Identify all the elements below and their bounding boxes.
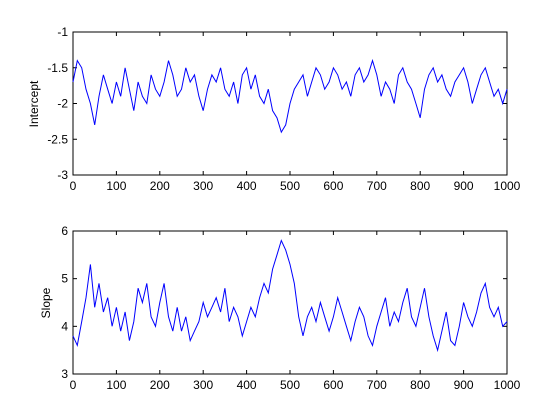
slope-x-tick-label: 900 bbox=[454, 378, 474, 392]
intercept-panel: 0 100 200 300 400 500 600 700 800 900 1000 -3-2.5-… bbox=[27, 25, 521, 193]
intercept-x-tick-label: 400 bbox=[237, 179, 257, 193]
intercept-x-tick-label: 900 bbox=[454, 179, 474, 193]
slope-y-tick-label: 6 bbox=[61, 224, 68, 238]
intercept-x-tick-label: 200 bbox=[150, 179, 170, 193]
slope-trace-line bbox=[72, 239, 508, 353]
intercept-x-tick-label: 100 bbox=[106, 179, 126, 193]
slope-x-tick-label: 300 bbox=[193, 378, 213, 392]
intercept-x-tick-label: 600 bbox=[323, 179, 343, 193]
slope-x-tick-label: 500 bbox=[280, 378, 300, 392]
intercept-y-tick-label: -1 bbox=[57, 25, 68, 39]
slope-y-axis: 3 4 5 6 bbox=[61, 224, 507, 381]
slope-y-axis-label: Slope bbox=[39, 287, 53, 318]
intercept-y-tick-label: -2 bbox=[57, 97, 68, 111]
slope-x-tick-label: 100 bbox=[106, 378, 126, 392]
slope-x-tick-label: 1000 bbox=[494, 378, 521, 392]
intercept-x-axis: 0 100 200 300 400 500 600 700 800 900 1000 bbox=[70, 32, 521, 193]
slope-x-tick-label: 0 bbox=[70, 378, 77, 392]
slope-y-tick-label: 5 bbox=[61, 272, 68, 286]
intercept-x-tick-label: 700 bbox=[367, 179, 387, 193]
slope-x-tick-label: 400 bbox=[237, 378, 257, 392]
intercept-y-axis: -3 -2.5 -2 -1.5 -1 bbox=[47, 25, 507, 182]
slope-x-tick-label: 600 bbox=[323, 378, 343, 392]
intercept-x-tick-label: 800 bbox=[410, 179, 430, 193]
slope-y-tick-label: 4 bbox=[61, 319, 68, 333]
slope-x-axis: 0 100 200 300 400 500 600 700 800 900 1000 bbox=[70, 231, 521, 392]
slope-x-tick-label: 700 bbox=[367, 378, 387, 392]
intercept-y-tick-label: -2.5 bbox=[47, 132, 68, 146]
slope-x-tick-label: 200 bbox=[150, 378, 170, 392]
intercept-trace-line bbox=[72, 58, 508, 134]
intercept-y-axis-label: Intercept bbox=[27, 80, 41, 127]
slope-panel: 0 100 200 300 400 500 600 700 800 900 1000 3 4 5 6 Sl… bbox=[39, 224, 521, 392]
intercept-x-tick-label: 0 bbox=[70, 179, 77, 193]
intercept-x-tick-label: 1000 bbox=[494, 179, 521, 193]
intercept-x-tick-label: 500 bbox=[280, 179, 300, 193]
intercept-y-tick-label: -3 bbox=[57, 168, 68, 182]
slope-x-tick-label: 800 bbox=[410, 378, 430, 392]
slope-plot-frame bbox=[72, 230, 508, 375]
intercept-y-tick-label: -1.5 bbox=[47, 61, 68, 75]
slope-y-tick-label: 3 bbox=[61, 367, 68, 381]
intercept-x-tick-label: 300 bbox=[193, 179, 213, 193]
